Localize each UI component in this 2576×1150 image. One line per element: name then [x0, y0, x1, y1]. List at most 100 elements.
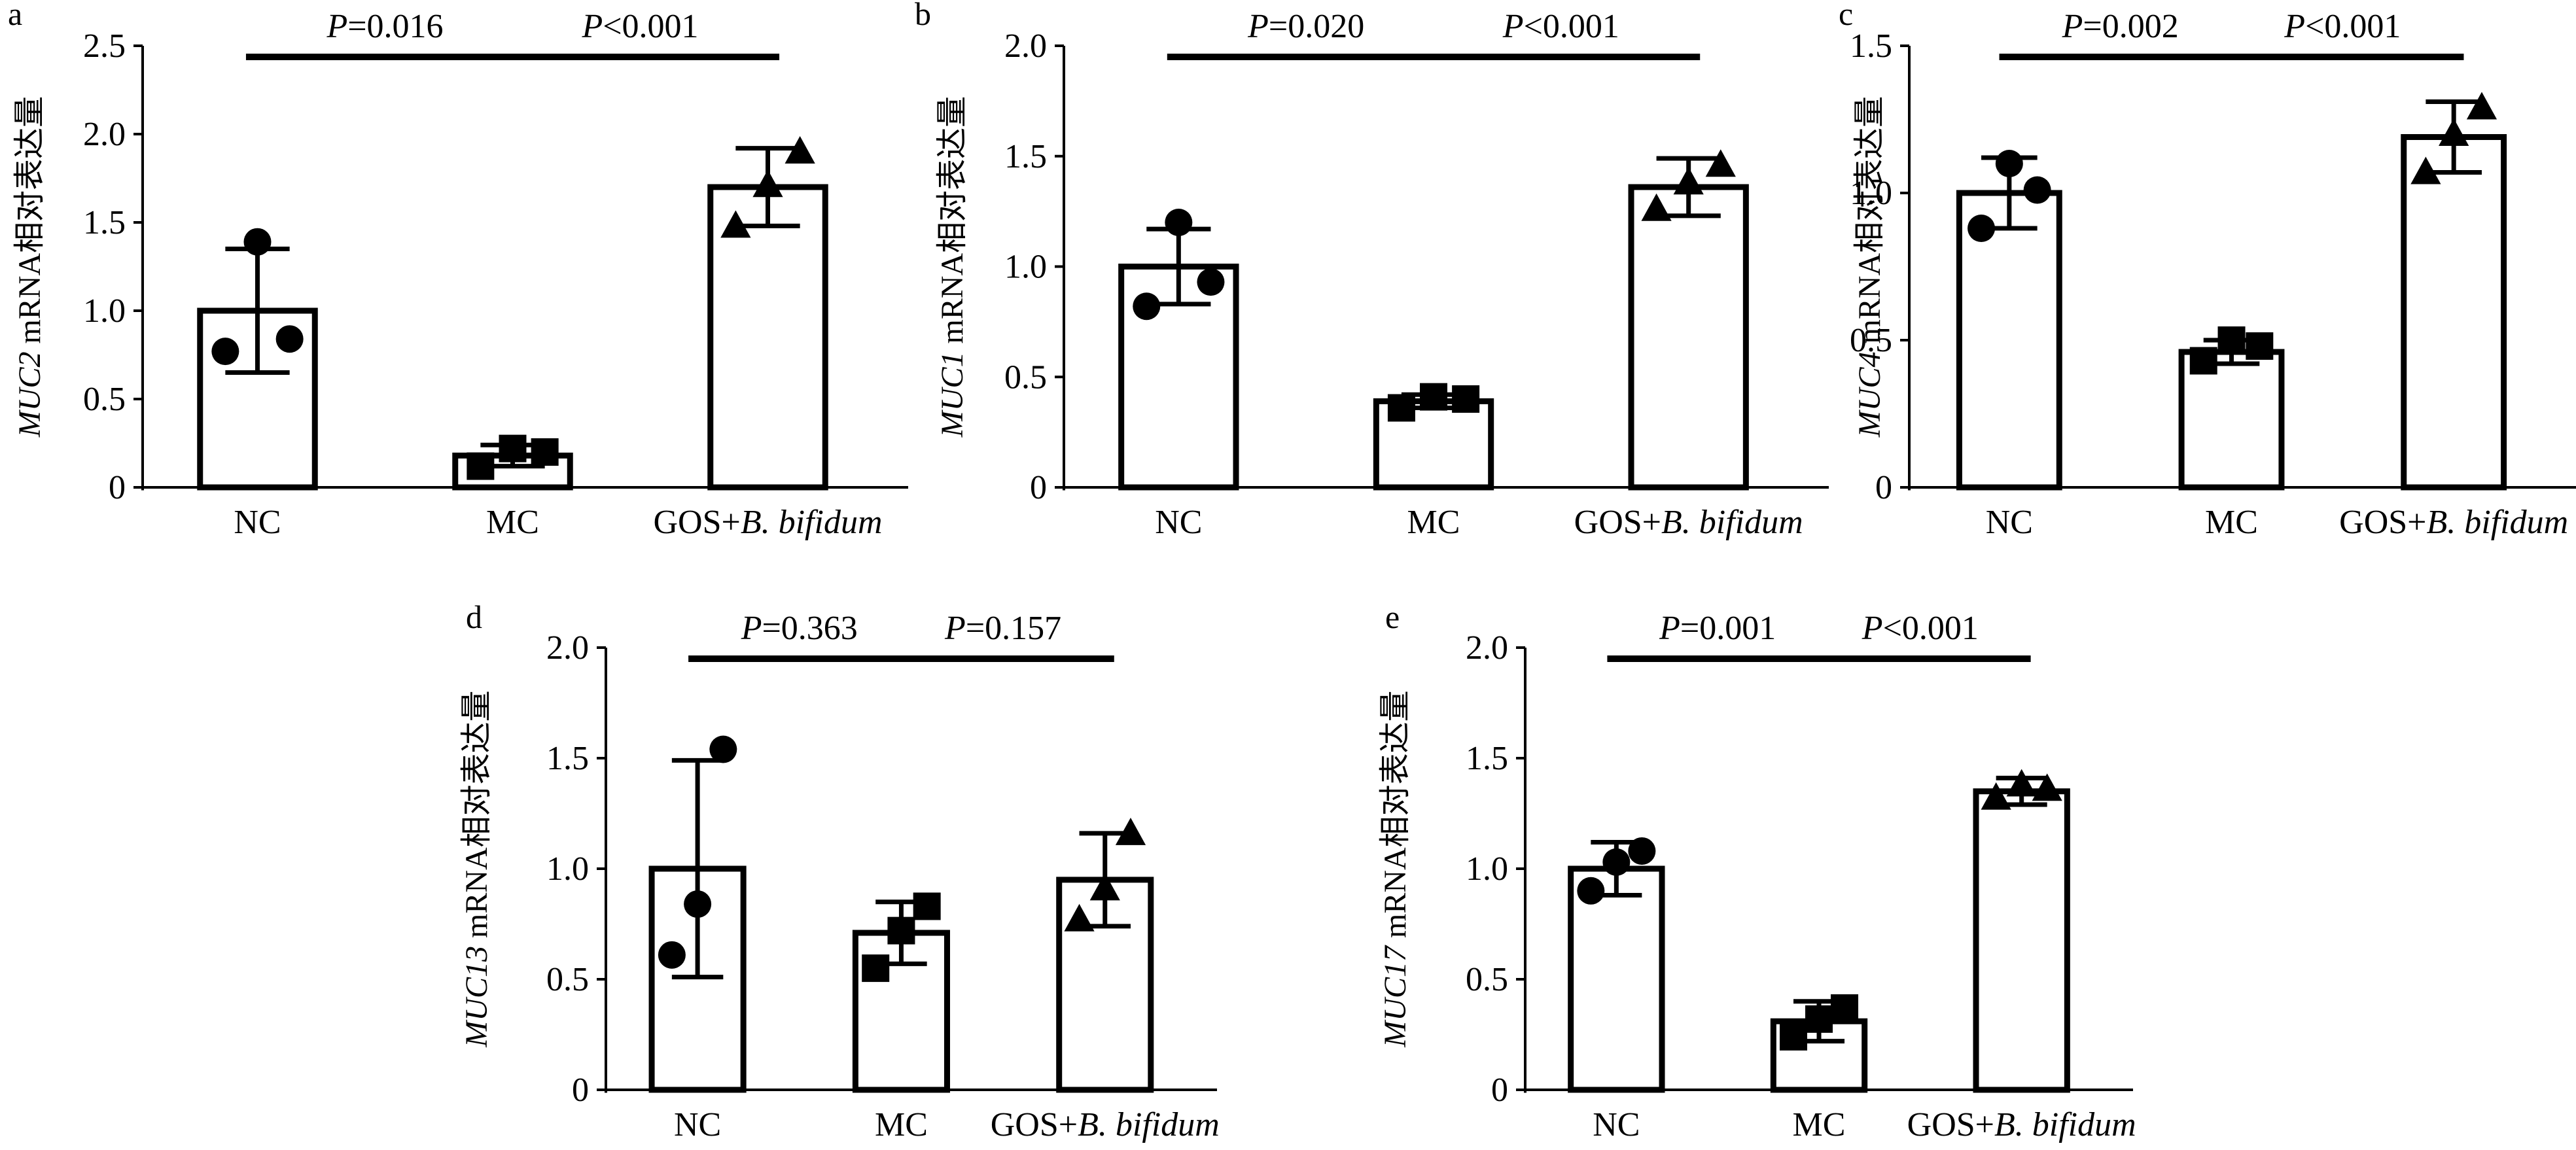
- chart-panel-b: b 0 0.5 1.0 1.5 2.0 MUC1 mRNA相对表达量 NC MC GOS+B. b…: [915, 0, 1829, 541]
- y-axis-label: MUC13 mRNA相对表达量: [459, 690, 494, 1047]
- p-value-symbol: P: [741, 610, 762, 647]
- x-tick-label: MC: [1407, 504, 1460, 541]
- data-point: [1981, 782, 2011, 810]
- x-tick-label-italic: B. bifidum: [1661, 504, 1803, 541]
- y-tick-label: 1.0: [1466, 850, 1508, 888]
- data-point: [1805, 1005, 1833, 1033]
- y-tick-label: 1.5: [1466, 740, 1508, 777]
- y-axis-label: MUC17 mRNA相对表达量: [1378, 690, 1413, 1047]
- p-value-symbol: P: [1247, 8, 1269, 45]
- data-point: [862, 954, 890, 983]
- data-point: [1115, 817, 1146, 845]
- x-tick-label: NC: [674, 1106, 721, 1143]
- x-tick-label-part: GOS+: [2339, 504, 2426, 541]
- data-point: [1452, 385, 1480, 413]
- y-tick-label: 1.0: [546, 850, 589, 888]
- p-value-number: <0.001: [603, 8, 698, 45]
- data-point: [913, 892, 941, 920]
- data-point: [211, 338, 239, 366]
- data-point: [499, 434, 527, 462]
- p-value-number: <0.001: [1883, 610, 1979, 647]
- x-tick-label: MC: [2205, 504, 2258, 541]
- data-point: [1995, 150, 2023, 177]
- y-axis-label-unit: mRNA相对表达量: [935, 96, 970, 352]
- y-axis-label-unit: mRNA相对表达量: [1852, 96, 1887, 352]
- p-value-number: =0.363: [762, 610, 857, 647]
- data-point: [1420, 383, 1448, 411]
- y-axis-label-unit: mRNA相对表达量: [459, 690, 494, 946]
- panel-letter: b: [915, 0, 931, 32]
- p-value-number: =0.016: [347, 8, 443, 45]
- x-tick-label-part: GOS+: [991, 1106, 1078, 1143]
- data-point: [1602, 848, 1631, 876]
- y-tick-label: 0.5: [1004, 358, 1047, 396]
- x-tick-label: GOS+B. bifidum: [1907, 1106, 2136, 1143]
- panel-letter: d: [466, 599, 482, 635]
- y-tick-label: 2.0: [1004, 27, 1047, 65]
- data-point: [752, 169, 783, 198]
- y-tick-label: 1.5: [546, 740, 589, 777]
- p-value-label: P=0.002: [2062, 8, 2179, 45]
- y-axis-label-gene: MUC1: [935, 352, 970, 438]
- data-point: [1197, 268, 1225, 296]
- panel-letter: e: [1385, 599, 1400, 635]
- data-point: [2246, 332, 2274, 360]
- x-tick-label-part: GOS+: [1574, 504, 1661, 541]
- data-point: [2439, 118, 2469, 146]
- y-tick-label: 0.5: [1850, 322, 1892, 359]
- data-point: [1967, 215, 1996, 242]
- data-point: [785, 136, 815, 164]
- y-axis-label-unit: mRNA相对表达量: [1378, 690, 1413, 946]
- chart-panel-d: d 0 0.5 1.0 1.5 2.0 MUC13 mRNA相对表达量 NC MC GOS+B. …: [459, 599, 1220, 1143]
- x-tick-label: MC: [1793, 1106, 1846, 1143]
- p-value-label: P<0.001: [1861, 610, 1979, 647]
- p-value-number: <0.001: [1524, 8, 1619, 45]
- data-point: [1779, 1022, 1807, 1051]
- y-tick-label: 1.0: [83, 292, 126, 330]
- p-value-number: <0.001: [2305, 8, 2401, 45]
- chart-panel-a: a 0 0.5 1.0 1.5 2.0 2.5 MUC2 mRNA相对表达量 NC MC GOS+B…: [8, 0, 908, 541]
- p-value-label: P=0.363: [741, 610, 858, 647]
- y-axis-label-gene: MUC17: [1378, 945, 1413, 1048]
- p-value-symbol: P: [2284, 8, 2305, 45]
- x-tick-label: GOS+B. bifidum: [1574, 504, 1803, 541]
- x-tick-label: GOS+B. bifidum: [991, 1106, 1220, 1143]
- y-tick-label: 2.0: [1466, 629, 1508, 667]
- data-point: [2189, 347, 2217, 375]
- bar: [2401, 134, 2507, 491]
- p-value-symbol: P: [1502, 8, 1524, 45]
- y-tick-label: 1.5: [1850, 27, 1892, 65]
- data-point: [467, 452, 495, 480]
- data-point: [243, 228, 272, 256]
- data-point: [1705, 149, 1736, 177]
- x-tick-label: NC: [1593, 1106, 1640, 1143]
- data-point: [658, 941, 686, 969]
- data-point: [1673, 167, 1704, 195]
- x-tick-label-italic: B. bifidum: [2427, 504, 2569, 541]
- data-point: [1628, 837, 1656, 865]
- y-tick-label: 0: [109, 469, 126, 506]
- y-tick-label: 2.0: [83, 116, 126, 153]
- p-value-symbol: P: [944, 610, 966, 647]
- y-axis-label-gene: MUC13: [459, 946, 494, 1048]
- y-axis-label-gene: MUC2: [12, 352, 47, 438]
- x-tick-label-part: GOS+: [1907, 1106, 1994, 1143]
- bar: [1628, 184, 1749, 491]
- y-tick-label: 1.5: [1004, 138, 1047, 175]
- data-point: [709, 735, 737, 763]
- y-axis-label: MUC2 mRNA相对表达量: [12, 96, 47, 438]
- p-value-label: P<0.001: [581, 8, 698, 45]
- data-point: [275, 325, 304, 353]
- data-point: [531, 438, 559, 466]
- x-tick-label: MC: [875, 1106, 928, 1143]
- p-value-label: P<0.001: [2284, 8, 2401, 45]
- y-tick-label: 2.5: [83, 27, 126, 65]
- data-point: [1577, 877, 1605, 905]
- chart-panel-e: e 0 0.5 1.0 1.5 2.0 MUC17 mRNA相对表达量 NC MC GOS+B. …: [1378, 599, 2136, 1143]
- data-point: [1165, 209, 1193, 236]
- x-tick-label: NC: [1155, 504, 1202, 541]
- p-value-number: =0.020: [1269, 8, 1364, 45]
- data-point: [2410, 156, 2441, 184]
- x-tick-label: GOS+B. bifidum: [2339, 504, 2568, 541]
